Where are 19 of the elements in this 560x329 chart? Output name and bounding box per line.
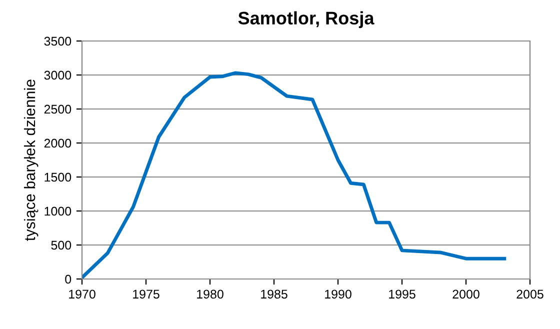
x-tick-label: 1970: [69, 290, 96, 299]
x-tick-label: 1995: [389, 290, 416, 299]
y-tick-label: 1000: [44, 206, 72, 216]
y-axis-title: tysiące baryłek dziennie: [24, 80, 38, 241]
y-tick-label: 500: [51, 240, 72, 250]
x-tick-label: 1980: [197, 290, 224, 299]
x-tick-label: 1975: [133, 290, 160, 299]
y-tick-label: 0: [65, 274, 72, 284]
y-tick-label: 2500: [44, 104, 72, 114]
y-tick-label: 3000: [44, 70, 72, 80]
y-tick-label: 3500: [44, 36, 72, 46]
y-tick-label: 1500: [44, 172, 72, 182]
x-tick-label: 2005: [516, 290, 544, 299]
chart-title: Samotlor, Rosja: [238, 11, 374, 28]
line-series: [82, 71, 506, 279]
y-tick-label: 2000: [44, 138, 72, 148]
x-tick-label: 2000: [452, 290, 480, 299]
x-tick-label: 1985: [261, 290, 288, 299]
x-tick-label: 1990: [325, 290, 352, 299]
